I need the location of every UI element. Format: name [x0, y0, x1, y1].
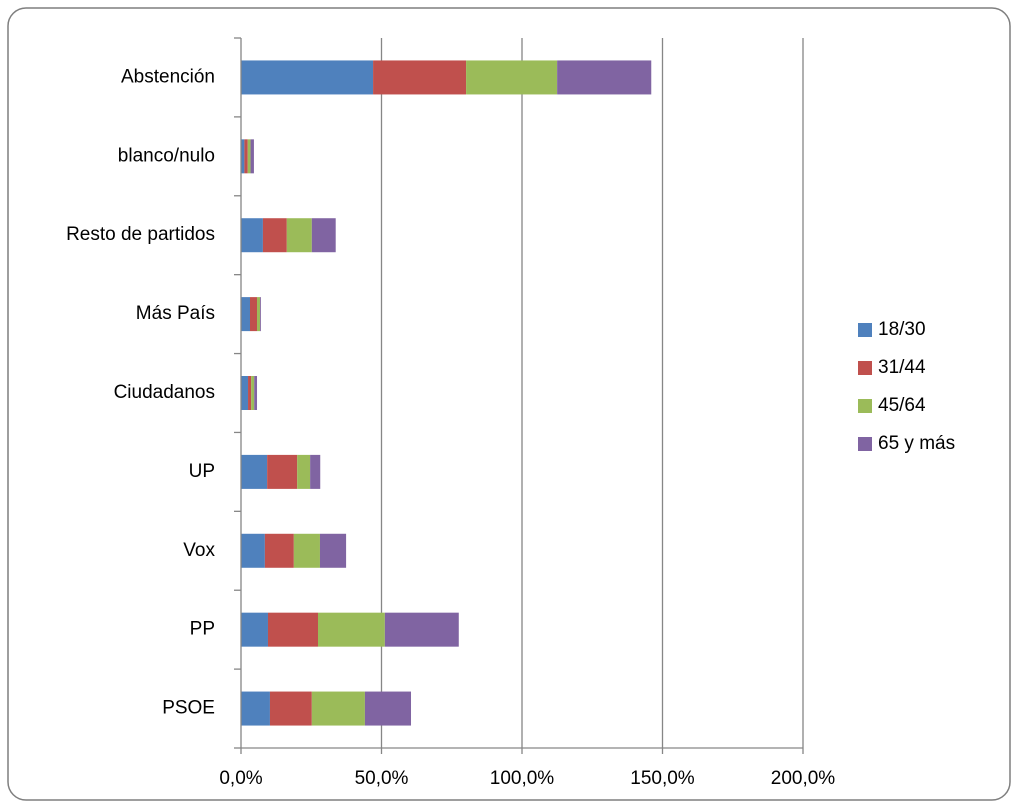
bar [250, 139, 254, 174]
bar [241, 691, 270, 726]
y-tick-label: Abstención [121, 66, 215, 87]
bar [557, 60, 652, 95]
bar [269, 691, 312, 726]
bar [241, 454, 268, 489]
x-tick-label: 0,0% [219, 768, 262, 789]
legend-swatch [858, 399, 872, 413]
bar [241, 139, 245, 174]
bar [319, 533, 347, 568]
bar [262, 218, 287, 253]
x-tick-label: 50,0% [355, 768, 409, 789]
bar [310, 454, 321, 489]
chart-border [7, 7, 1011, 801]
bar [267, 612, 318, 647]
bar [257, 297, 261, 332]
y-tick-label: UP [189, 461, 215, 482]
bar [297, 454, 311, 489]
bar [247, 139, 251, 174]
bar [286, 218, 312, 253]
bar [244, 139, 248, 174]
bar [241, 376, 249, 410]
x-tick-label: 150,0% [630, 768, 695, 789]
y-tick-label: PP [190, 619, 215, 640]
bar [260, 297, 261, 332]
y-tick-label: Vox [183, 540, 215, 561]
legend-swatch [858, 437, 872, 451]
y-tick-label: Resto de partidos [66, 224, 215, 245]
legend-swatch [858, 361, 872, 375]
x-tick-label: 200,0% [771, 768, 836, 789]
legend-swatch [858, 323, 872, 337]
bar [311, 691, 365, 726]
bar [248, 376, 252, 410]
bar [293, 533, 320, 568]
bar [249, 297, 258, 332]
bar [373, 60, 467, 95]
y-tick-label: Ciudadanos [114, 382, 215, 403]
bar [264, 533, 294, 568]
legend-label: 31/44 [878, 357, 926, 378]
bar [466, 60, 558, 95]
bar [241, 218, 263, 253]
y-tick-label: PSOE [162, 698, 215, 719]
bar [241, 297, 250, 332]
bar [251, 376, 255, 410]
bar [241, 533, 265, 568]
legend-label: 18/30 [878, 319, 926, 340]
bar [267, 454, 298, 489]
bar [311, 218, 336, 253]
bar [254, 376, 258, 410]
bar [384, 612, 459, 647]
y-tick-label: blanco/nulo [118, 145, 215, 166]
legend-label: 65 y más [878, 433, 955, 454]
legend-label: 45/64 [878, 395, 926, 416]
y-tick-label: Más País [136, 303, 215, 324]
bar [241, 612, 268, 647]
bar [317, 612, 385, 647]
x-tick-label: 100,0% [490, 768, 555, 789]
bar [241, 60, 374, 95]
bar [364, 691, 412, 726]
